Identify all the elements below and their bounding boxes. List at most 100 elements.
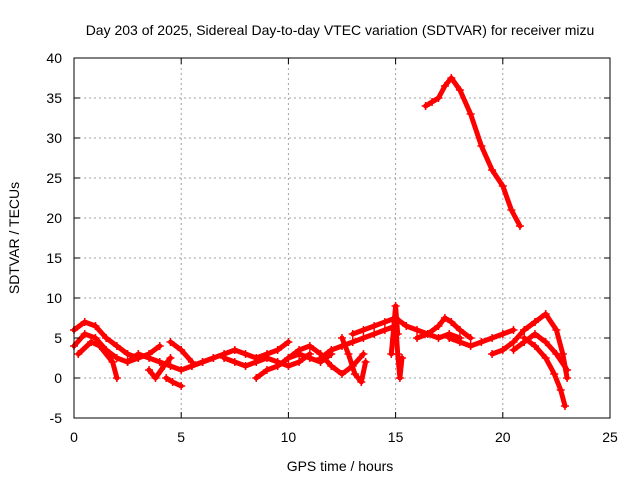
y-tick-label: 0 <box>54 370 62 386</box>
data-point-marker <box>155 358 164 366</box>
data-point-marker <box>498 182 507 190</box>
y-tick-label: 5 <box>54 330 62 346</box>
data-point-marker <box>252 358 261 366</box>
data-point-marker <box>112 374 121 382</box>
data-point-marker <box>327 362 336 370</box>
data-point-marker <box>488 334 497 342</box>
series-trace <box>146 355 173 381</box>
data-point-marker <box>348 338 357 346</box>
data-point-marker <box>145 354 154 362</box>
data-point-marker <box>209 354 218 362</box>
data-point-marker <box>284 338 293 346</box>
data-point-marker <box>102 334 111 342</box>
data-point-marker <box>558 350 567 358</box>
data-point-marker <box>177 346 186 354</box>
data-point-marker <box>509 346 518 354</box>
data-point-marker <box>177 366 186 374</box>
data-point-marker <box>560 402 569 410</box>
series-satellite-5 <box>145 354 175 382</box>
series-trace <box>189 339 291 369</box>
data-point-marker <box>402 322 411 330</box>
data-point-marker <box>344 350 353 358</box>
data-point-marker <box>520 326 529 334</box>
data-point-marker <box>550 370 559 378</box>
series-satellite-22 <box>520 334 569 410</box>
series-satellite-21 <box>520 310 572 382</box>
data-point-marker <box>477 338 486 346</box>
data-point-marker <box>177 382 186 390</box>
data-point-marker <box>123 358 132 366</box>
y-tick-label: 30 <box>46 130 62 146</box>
data-point-marker <box>160 362 169 370</box>
data-point-marker <box>80 330 89 338</box>
data-point-marker <box>447 74 456 82</box>
data-point-marker <box>74 350 83 358</box>
data-point-marker <box>112 342 121 350</box>
y-tick-label: 15 <box>46 250 62 266</box>
data-point-marker <box>305 354 314 362</box>
data-point-marker <box>220 354 229 362</box>
data-point-marker <box>338 370 346 378</box>
data-point-marker <box>262 366 271 374</box>
series-trace <box>511 331 570 373</box>
data-point-marker <box>507 206 516 214</box>
data-point-marker <box>445 334 454 342</box>
data-point-marker <box>509 338 518 346</box>
data-point-marker <box>284 362 293 370</box>
y-tick-label: 35 <box>46 90 62 106</box>
y-tick-label: -5 <box>50 410 63 426</box>
data-point-marker <box>466 110 475 118</box>
data-point-marker <box>434 94 443 102</box>
series-satellite-12 <box>316 322 400 362</box>
data-point-marker <box>541 338 550 346</box>
data-point-marker <box>488 166 497 174</box>
data-point-marker <box>162 374 171 382</box>
series-satellite-3 <box>74 338 121 382</box>
data-point-marker <box>187 362 196 370</box>
y-tick-label: 40 <box>46 50 62 66</box>
data-point-marker <box>455 86 464 94</box>
data-point-marker <box>440 314 449 322</box>
data-point-marker <box>348 330 357 338</box>
data-point-marker <box>428 98 437 106</box>
data-point-marker <box>515 222 524 230</box>
data-point-marker <box>230 346 239 354</box>
data-point-marker <box>241 350 250 358</box>
data-point-marker <box>134 350 143 358</box>
data-point-marker <box>252 374 261 382</box>
data-point-marker <box>80 318 89 326</box>
data-point-marker <box>563 374 572 382</box>
data-point-marker <box>91 322 100 330</box>
data-point-marker <box>359 350 368 358</box>
series-satellite-6 <box>162 374 186 390</box>
x-tick-label: 0 <box>70 429 78 445</box>
data-point-marker <box>166 354 175 362</box>
x-tick-label: 25 <box>602 429 618 445</box>
data-point-marker <box>284 354 293 362</box>
series-satellite-17 <box>413 314 475 342</box>
data-point-marker <box>151 374 160 382</box>
series-satellite-23 <box>421 74 524 230</box>
data-point-marker <box>466 342 475 350</box>
y-tick-label: 20 <box>46 210 62 226</box>
data-point-marker <box>327 346 336 354</box>
data-point-marker <box>359 326 368 334</box>
data-point-marker <box>295 346 304 354</box>
series-satellite-13 <box>338 334 370 386</box>
y-tick-label: 10 <box>46 290 62 306</box>
data-point-marker <box>541 310 550 318</box>
series-satellite-8 <box>187 338 293 370</box>
data-point-marker <box>434 334 443 342</box>
data-layer <box>70 74 572 410</box>
data-point-marker <box>398 354 407 362</box>
data-point-marker <box>95 342 104 350</box>
data-point-marker <box>305 342 314 350</box>
data-point-marker <box>413 334 422 342</box>
data-point-marker <box>421 102 430 110</box>
data-point-marker <box>434 322 443 330</box>
data-point-marker <box>530 342 539 350</box>
data-point-marker <box>350 370 359 378</box>
data-point-marker <box>380 318 389 326</box>
data-point-marker <box>498 330 507 338</box>
